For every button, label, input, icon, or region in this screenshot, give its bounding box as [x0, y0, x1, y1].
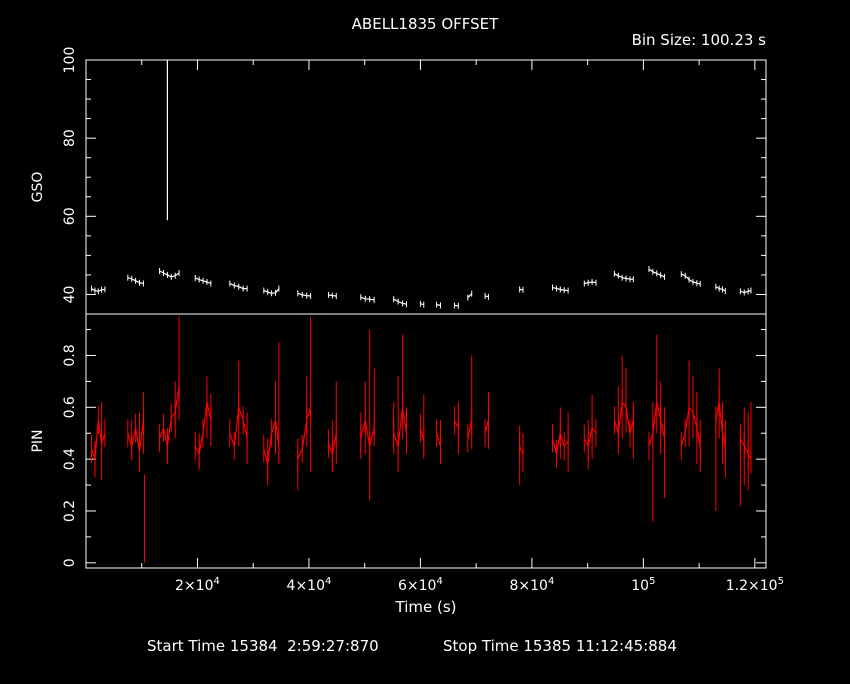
x-axis-label: Time (s) — [395, 598, 457, 616]
gso-y-axis-label: GSO — [30, 172, 46, 203]
pin-y-tick-label: 0.6 — [62, 396, 78, 418]
pin-x-tick-label: 2×104 — [175, 576, 220, 594]
footer-start-time: Start Time 15384 2:59:27:870 — [147, 637, 379, 655]
pin-y-tick-label: 0.8 — [62, 344, 78, 366]
gso-y-tick-label: 100 — [62, 47, 78, 74]
pin-x-tick-label: 6×104 — [398, 576, 443, 594]
bin-size-label: Bin Size: 100.23 s — [632, 31, 767, 49]
gso-y-tick-label: 80 — [62, 129, 78, 147]
footer-stop-time: Stop Time 15385 11:12:45:884 — [443, 637, 677, 655]
gso-y-tick-label: 60 — [62, 207, 78, 225]
pin-x-tick-label: 1.2×105 — [726, 576, 784, 594]
pin-y-tick-label: 0.4 — [62, 448, 78, 470]
pin-y-tick-label: 0 — [62, 558, 78, 567]
chart-title: ABELL1835 OFFSET — [352, 15, 499, 33]
pin-y-tick-label: 0.2 — [62, 500, 78, 522]
gso-y-tick-label: 40 — [62, 286, 78, 304]
gso-data-segment — [485, 296, 488, 297]
pin-y-axis-label: PIN — [30, 429, 46, 452]
gso-data-segment — [437, 305, 441, 306]
pin-x-tick-label: 4×104 — [287, 576, 332, 594]
pin-x-tick-label: 8×104 — [509, 576, 554, 594]
